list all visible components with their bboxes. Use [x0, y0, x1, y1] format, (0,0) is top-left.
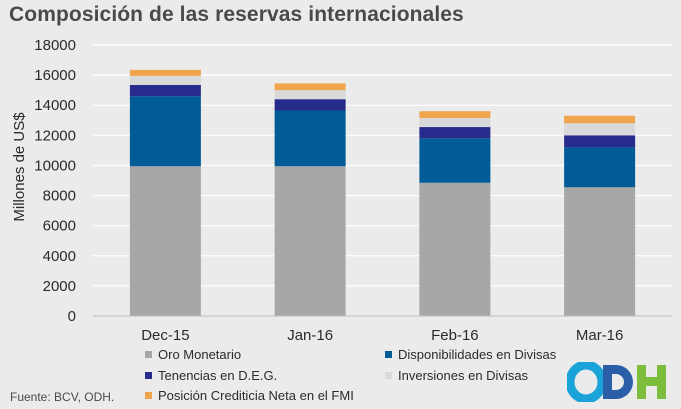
bar-segment: [129, 84, 201, 97]
odh-logo: [567, 362, 666, 402]
y-tick-label: 16000: [34, 67, 76, 84]
axes: 0 2000 4000 6000 8000 10000 12000 14000 16000 180…: [34, 37, 672, 344]
y-tick-label: 2000: [43, 278, 76, 295]
bar-segment: [129, 75, 201, 85]
x-tick-label: Feb-16: [431, 327, 479, 344]
bars: [129, 69, 636, 316]
chart-title: Composición de las reservas internaciona…: [9, 3, 464, 26]
x-tick-label: Dec-15: [141, 327, 189, 344]
bar-segment: [274, 83, 346, 91]
y-tick-label: 4000: [43, 248, 76, 265]
x-tick-label: Mar-16: [576, 327, 624, 344]
y-tick-label: 6000: [43, 218, 76, 235]
bar-segment: [564, 115, 636, 124]
source-note: Fuente: BCV, ODH.: [10, 390, 115, 404]
bar-segment: [419, 118, 491, 128]
bar-segment: [564, 147, 636, 188]
y-tick-label: 0: [68, 308, 76, 325]
bar-segment: [274, 166, 346, 316]
y-tick-label: 8000: [43, 188, 76, 205]
bar-segment: [564, 187, 636, 316]
bar-segment: [274, 99, 346, 111]
y-tick-label: 14000: [34, 97, 76, 114]
y-tick-label: 10000: [34, 157, 76, 174]
x-tick-label: Jan-16: [287, 327, 333, 344]
bar-segment: [419, 182, 491, 316]
bar-segment: [419, 138, 491, 183]
y-tick-label: 12000: [34, 127, 76, 144]
bar-segment: [274, 90, 346, 100]
bar-segment: [419, 127, 491, 139]
bar-segment: [419, 111, 491, 119]
bar-segment: [564, 123, 636, 136]
bar-segment: [274, 110, 346, 167]
y-axis-label: Millones de US$: [11, 112, 28, 222]
bar-segment: [129, 166, 201, 316]
y-tick-label: 18000: [34, 37, 76, 54]
bar-segment: [129, 69, 201, 76]
bar-segment: [129, 96, 201, 167]
bar-segment: [564, 135, 636, 148]
